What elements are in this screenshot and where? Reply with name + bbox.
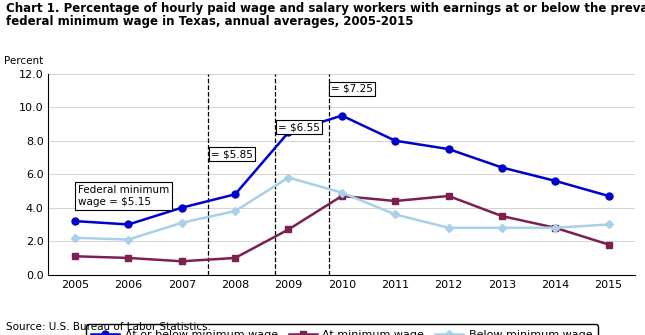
Text: = $5.85: = $5.85	[211, 149, 253, 159]
Text: federal minimum wage in Texas, annual averages, 2005-2015: federal minimum wage in Texas, annual av…	[6, 15, 414, 28]
Text: = $7.25: = $7.25	[331, 84, 373, 94]
Text: Source: U.S. Bureau of Labor Statistics.: Source: U.S. Bureau of Labor Statistics.	[6, 322, 212, 332]
Text: Federal minimum
wage = $5.15: Federal minimum wage = $5.15	[78, 185, 169, 207]
Text: Chart 1. Percentage of hourly paid wage and salary workers with earnings at or b: Chart 1. Percentage of hourly paid wage …	[6, 2, 645, 15]
Legend: At or below minimum wage, At minimum wage, Below minimum wage: At or below minimum wage, At minimum wag…	[86, 325, 598, 335]
Text: Percent: Percent	[5, 56, 44, 66]
Text: = $6.55: = $6.55	[278, 122, 320, 132]
